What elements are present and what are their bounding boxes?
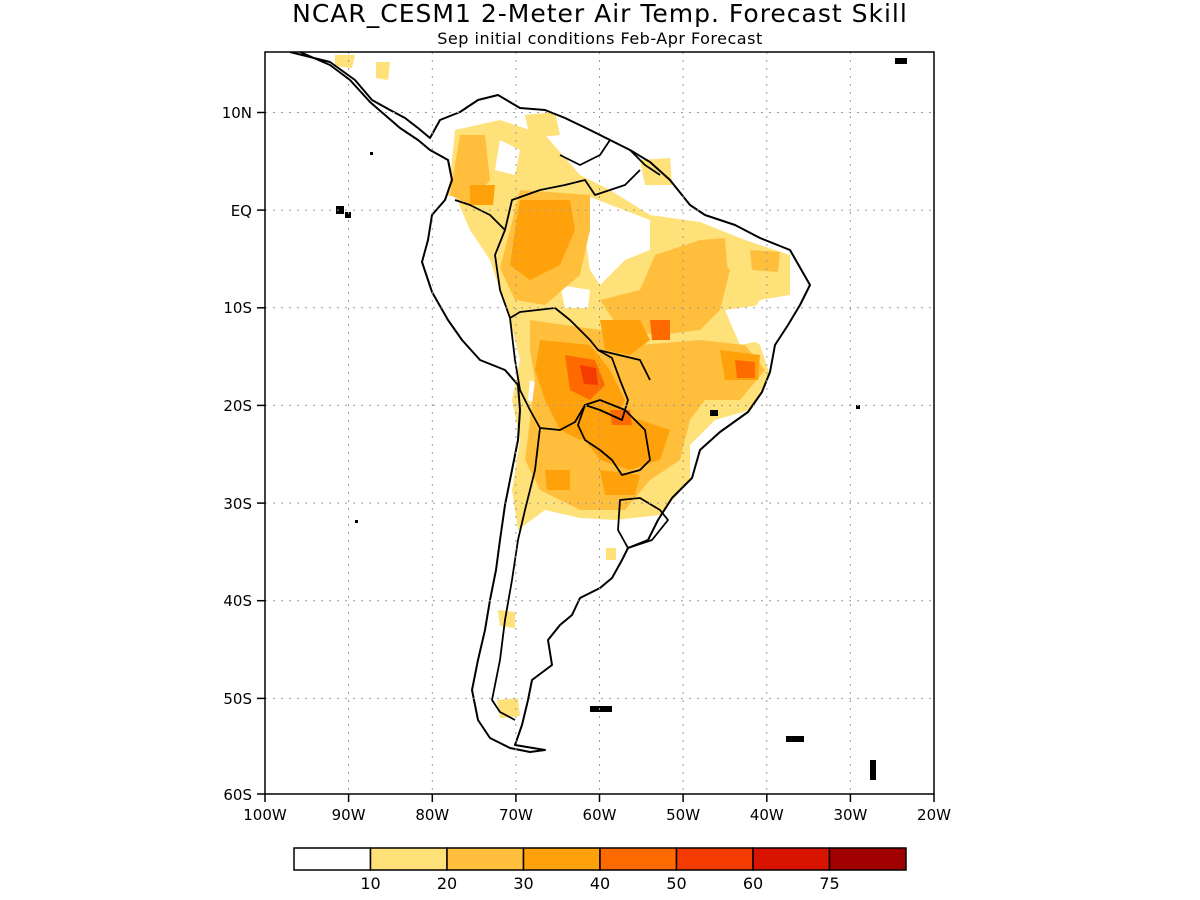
lon-tick-label: 50W — [666, 806, 700, 824]
lat-tick-labels: 10N EQ 10S 20S 30S 40S 50S 60S — [222, 104, 252, 804]
lat-tick-label: 10S — [223, 299, 252, 317]
lat-tick-label: 60S — [223, 786, 252, 804]
axis-ticks — [257, 111, 935, 802]
lon-tick-label: 30W — [833, 806, 867, 824]
lat-tick-label: EQ — [231, 202, 252, 220]
colorbar-box — [599, 847, 678, 871]
lat-tick-label: 10N — [222, 104, 252, 122]
colorbar-box — [446, 847, 525, 871]
colorbar-box — [828, 847, 907, 871]
coastline — [289, 52, 811, 753]
lon-tick-label: 40W — [750, 806, 784, 824]
colorbar-label: 20 — [437, 874, 457, 893]
colorbar-labels: 10 20 30 40 50 60 75 — [360, 874, 839, 893]
lon-tick-label: 100W — [243, 806, 287, 824]
lat-tick-label: 20S — [223, 397, 252, 415]
colorbar: 10 20 30 40 50 60 75 — [293, 847, 907, 893]
map-title: NCAR_CESM1 2-Meter Air Temp. Forecast Sk… — [292, 0, 908, 28]
colorbar-box — [752, 847, 831, 871]
lon-tick-labels: 100W 90W 80W 70W 60W 50W 40W 30W 20W — [243, 806, 951, 824]
colorbar-box — [522, 847, 601, 871]
lat-tick-label: 50S — [223, 690, 252, 708]
colorbar-label: 40 — [590, 874, 610, 893]
colorbar-label: 75 — [819, 874, 839, 893]
country-borders — [454, 139, 669, 721]
lon-tick-label: 70W — [499, 806, 533, 824]
lon-tick-label: 20W — [917, 806, 951, 824]
lat-tick-label: 30S — [223, 495, 252, 513]
lat-tick-label: 40S — [223, 592, 252, 610]
colorbar-box — [675, 847, 754, 871]
lon-tick-label: 90W — [332, 806, 366, 824]
lon-tick-label: 80W — [415, 806, 449, 824]
map-panel — [265, 52, 934, 794]
colorbar-label: 10 — [360, 874, 380, 893]
colorbar-label: 60 — [743, 874, 763, 893]
colorbar-label: 50 — [666, 874, 686, 893]
islands — [336, 58, 907, 780]
skill-50-60 — [580, 365, 598, 385]
map-subtitle: Sep initial conditions Feb-Apr Forecast — [437, 29, 762, 48]
lon-tick-label: 60W — [583, 806, 617, 824]
colorbar-boxes — [293, 847, 907, 871]
colorbar-box — [293, 847, 372, 871]
colorbar-box — [369, 847, 448, 871]
colorbar-label: 30 — [513, 874, 533, 893]
